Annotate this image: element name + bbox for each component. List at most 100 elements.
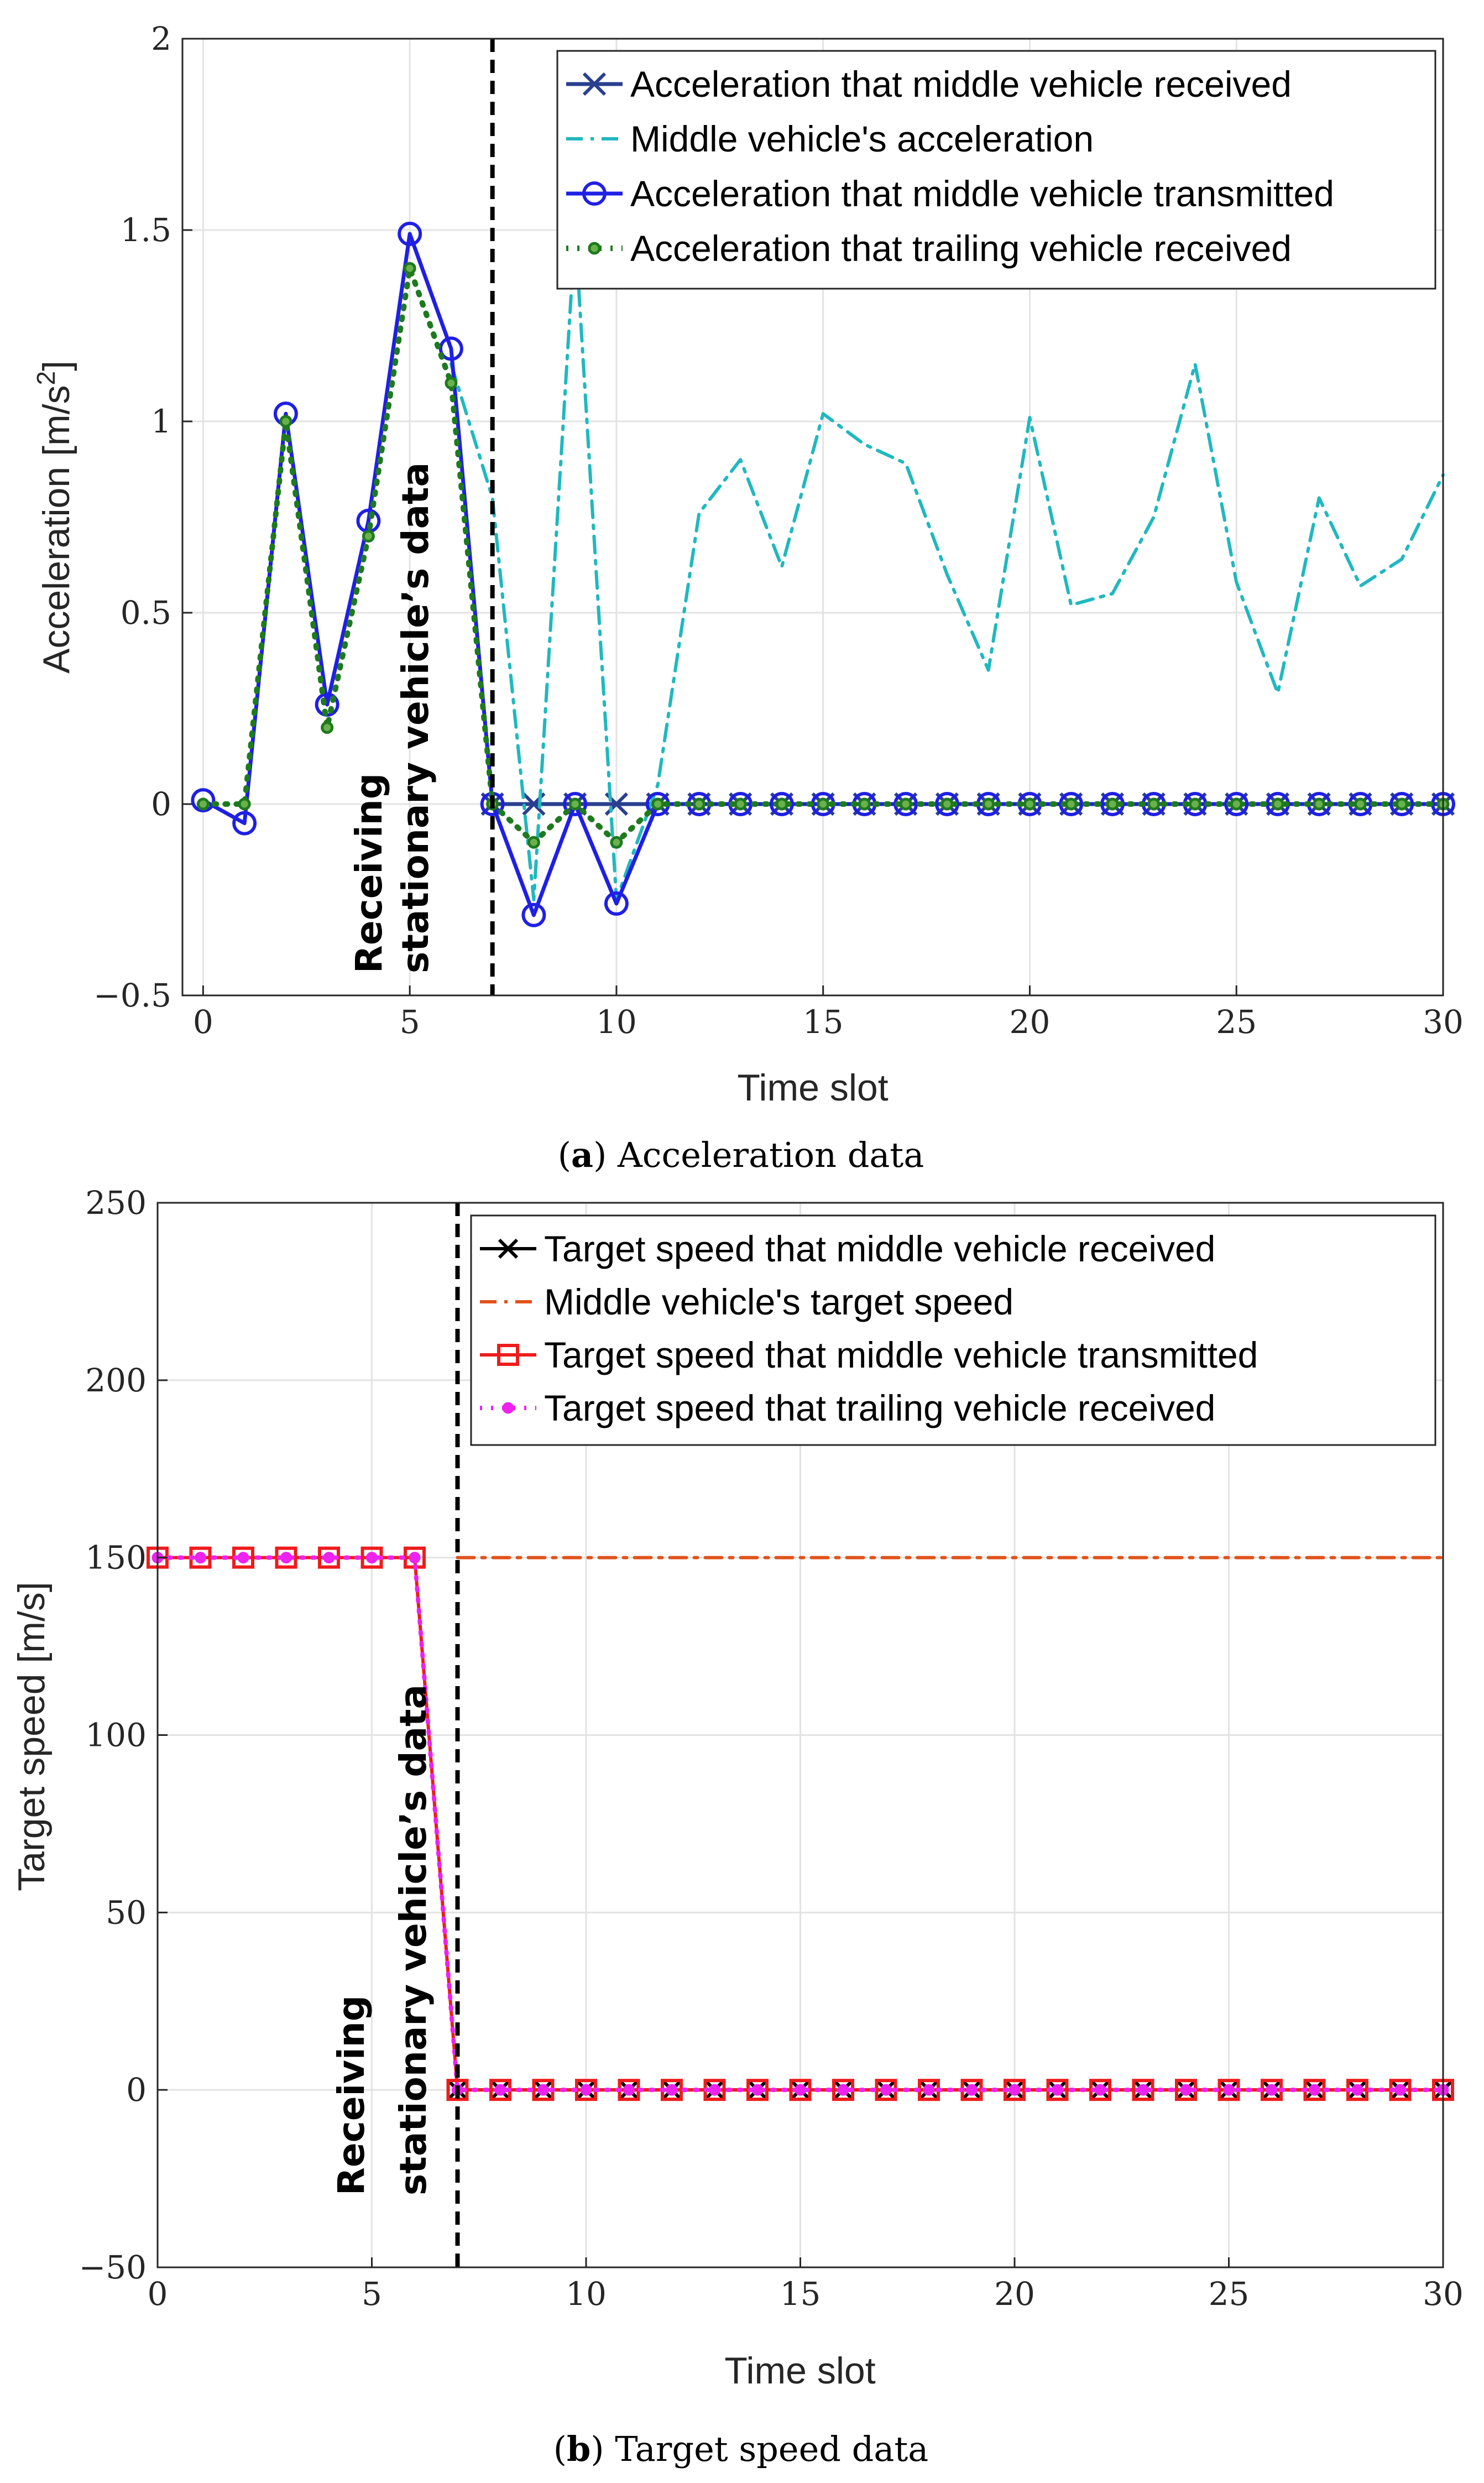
target-speed-that-trailing-vehicle-received-point — [1394, 2084, 1406, 2096]
acceleration-that-trailing-vehicle-received-point — [1354, 797, 1367, 811]
legend-marker-acceleration-that-middle-vehicle-transmitted — [582, 181, 607, 206]
acceleration-that-middle-vehicle-transmitted-point — [438, 336, 463, 361]
y-tick-label: −50 — [79, 2249, 147, 2286]
tick-labels: 0 5 10 15 20 25 30 −0.5 0 0.5 1 1.5 2 — [93, 20, 1464, 1041]
x-tick-label: 10 — [566, 2275, 607, 2313]
acceleration-that-trailing-vehicle-received-point — [651, 797, 665, 811]
acceleration-that-middle-vehicle-transmitted-point — [521, 903, 546, 927]
acceleration-that-middle-vehicle-transmitted-point — [563, 792, 588, 816]
y-tick-label: 100 — [85, 1717, 147, 1754]
target-speed-that-trailing-vehicle-received-point — [580, 2084, 592, 2096]
acceleration-that-trailing-vehicle-received-point — [1064, 797, 1078, 811]
target-speed-that-trailing-vehicle-received-point — [494, 2084, 506, 2096]
y-tick-label: 0 — [126, 2071, 147, 2109]
x-axis-label: Time slot — [724, 2350, 875, 2392]
acceleration-that-middle-vehicle-transmitted-point — [232, 811, 257, 836]
target-speed-that-trailing-vehicle-received-point — [1351, 2084, 1363, 2096]
y-tick-label: −0.5 — [93, 977, 171, 1014]
target-speed-that-trailing-vehicle-received-point — [1137, 2084, 1149, 2096]
acceleration-that-trailing-vehicle-received-point — [527, 836, 540, 849]
target-speed-that-trailing-vehicle-received-point — [795, 2084, 806, 2096]
target-speed-that-trailing-vehicle-received-point — [837, 2084, 849, 2096]
event-annotation: Receiving stationary vehicle’s data — [348, 462, 437, 973]
target-speed-that-trailing-vehicle-received-point — [1052, 2084, 1063, 2096]
acceleration-that-trailing-vehicle-received-point — [1188, 797, 1201, 811]
caption-b: (b) Target speed data — [553, 2429, 928, 2469]
legend-marker-target-speed-that-trailing-vehicle-received — [502, 1402, 514, 1414]
target-speed-that-middle-vehicle-transmitted-point — [275, 1546, 297, 1569]
y-tick-label: 250 — [85, 1184, 147, 1222]
target-speed-that-trailing-vehicle-received-point — [1266, 2084, 1278, 2096]
target-speed-that-trailing-vehicle-received-point — [623, 2084, 635, 2096]
y-tick-label: 200 — [85, 1362, 147, 1399]
acceleration-that-trailing-vehicle-received-point — [982, 797, 995, 811]
acceleration-that-trailing-vehicle-received-point — [610, 836, 623, 849]
x-tick-label: 5 — [400, 1003, 420, 1041]
acceleration-that-middle-vehicle-transmitted-point — [191, 788, 216, 813]
acceleration-that-middle-vehicle-transmitted-point — [1389, 792, 1414, 816]
acceleration-that-trailing-vehicle-received-point — [1230, 797, 1243, 811]
target-speed-that-trailing-vehicle-received-point — [1094, 2084, 1106, 2096]
target-speed-that-trailing-vehicle-received-point — [709, 2084, 720, 2096]
y-tick-label: 0.5 — [121, 594, 171, 632]
y-tick-label: 2 — [151, 20, 171, 58]
x-tick-label: 15 — [780, 2275, 821, 2313]
target-speed-that-trailing-vehicle-received-point — [923, 2084, 935, 2096]
acceleration-that-middle-vehicle-transmitted-point — [1224, 792, 1249, 816]
legend-label: Acceleration that middle vehicle receive… — [630, 64, 1292, 105]
plot-frame — [181, 38, 1444, 997]
acceleration-that-trailing-vehicle-received-point — [817, 797, 830, 811]
series-layer — [191, 221, 1455, 927]
acceleration-that-trailing-vehicle-received-point — [238, 797, 251, 811]
acceleration-that-trailing-vehicle-received-point — [196, 797, 210, 811]
target-speed-that-trailing-vehicle-received-point — [280, 1552, 292, 1564]
annotation-line-2: stationary vehicle’s data — [394, 462, 437, 973]
acceleration-that-trailing-vehicle-received-point — [362, 530, 375, 543]
x-axis-label: Time slot — [737, 1067, 888, 1109]
acceleration-that-trailing-vehicle-received-point — [858, 797, 871, 811]
x-tick-label: 30 — [1423, 1003, 1464, 1041]
caption-a: (a) Acceleration data — [558, 1135, 924, 1175]
target-speed-that-trailing-vehicle-received-point — [966, 2084, 978, 2096]
acceleration-that-trailing-vehicle-received-point — [321, 721, 334, 734]
acceleration-that-trailing-vehicle-received-point — [568, 797, 582, 811]
acceleration-that-trailing-vehicle-received-point — [1313, 797, 1326, 811]
y-tick-label: 50 — [106, 1893, 147, 1931]
y-axis-label: Target speed [m/s] — [11, 1582, 53, 1891]
y-axis-label: Acceleration [m/s2] — [32, 361, 77, 674]
legend: Target speed that middle vehicle receive… — [470, 1214, 1436, 1446]
target-speed-that-trailing-vehicle-received-point — [366, 1552, 378, 1564]
target-speed-that-trailing-vehicle-received-point — [537, 2084, 549, 2096]
acceleration-that-trailing-vehicle-received-point — [734, 797, 747, 811]
legend-marker-target-speed-that-middle-vehicle-received — [498, 1238, 519, 1259]
x-tick-label: 25 — [1209, 2275, 1250, 2313]
annotation-line-1: Receiving — [348, 773, 390, 973]
acceleration-that-trailing-vehicle-received-point — [1106, 797, 1119, 811]
annotation-line-2: stationary vehicle’s data — [392, 1684, 435, 2195]
x-tick-label: 0 — [193, 1003, 213, 1041]
legend-box — [470, 1214, 1436, 1446]
series-acceleration-that-trailing-vehicle-received — [196, 262, 1450, 849]
acceleration-that-trailing-vehicle-received-point — [1271, 797, 1284, 811]
acceleration-that-trailing-vehicle-received-point — [692, 797, 706, 811]
legend-label: Target speed that middle vehicle receive… — [544, 1228, 1215, 1269]
x-tick-label: 0 — [148, 2275, 168, 2313]
acceleration-that-trailing-vehicle-received-point — [403, 262, 416, 275]
acceleration-that-middle-vehicle-transmitted-point — [398, 221, 422, 246]
legend-box — [556, 50, 1436, 290]
acceleration-that-trailing-vehicle-received-point — [445, 377, 458, 390]
x-tick-label: 20 — [1010, 1003, 1051, 1041]
legend: Acceleration that middle vehicle receive… — [556, 50, 1436, 290]
acceleration-that-middle-vehicle-transmitted-point — [769, 792, 794, 816]
legend-label: Acceleration that middle vehicle transmi… — [630, 173, 1334, 214]
y-tick-label: 0 — [151, 785, 171, 823]
x-tick-label: 30 — [1423, 2275, 1464, 2313]
target-speed-that-trailing-vehicle-received-point — [237, 1552, 249, 1564]
target-speed-that-trailing-vehicle-received-point — [409, 1552, 421, 1564]
acceleration-that-trailing-vehicle-received-point — [940, 797, 954, 811]
legend-label: Target speed that middle vehicle transmi… — [544, 1334, 1258, 1375]
annotation-line-1: Receiving — [330, 1995, 373, 2195]
